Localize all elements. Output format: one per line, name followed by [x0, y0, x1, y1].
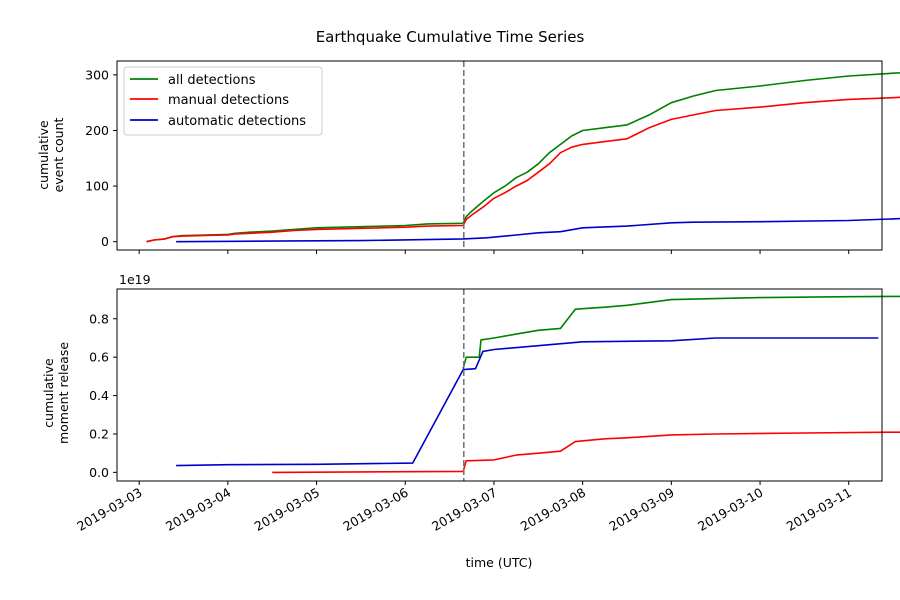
- moment-release-plot-frame: [116, 288, 883, 482]
- series-line-manual-detections-panel-2: [272, 431, 900, 474]
- x-tick-label: 2019-03-07: [429, 485, 499, 534]
- x-tick-label: 2019-03-10: [695, 485, 765, 534]
- moment-release-y-ticks: 0.0 0.2 0.4 0.6 0.8: [89, 311, 117, 480]
- y-tick-label: 0.8: [89, 311, 109, 326]
- moment-release-ylabel-line2: moment release: [56, 342, 71, 444]
- event-count-plot-frame: [116, 60, 883, 251]
- moment-release-multiplier: 1e19: [119, 272, 151, 287]
- event-count-ylabel-line1: cumulative: [36, 120, 51, 190]
- x-axis-label: time (UTC): [466, 555, 533, 570]
- event-count-x-ticks: [138, 250, 850, 254]
- y-tick-label: 200: [85, 123, 109, 138]
- y-tick-label: 0.6: [89, 350, 109, 365]
- event-count-y-ticks: 0 100 200 300: [85, 67, 117, 249]
- chart-title: Earthquake Cumulative Time Series: [316, 28, 585, 46]
- y-tick-label: 0.2: [89, 426, 109, 441]
- series-line-manual-detections-panel-1: [146, 96, 900, 243]
- moment-release-ylabel-line1: cumulative: [41, 358, 56, 428]
- moment-release-series: [176, 295, 900, 474]
- moment-release-panel: 0.0 0.2 0.4 0.6 0.8 1e19 cumulative moment r…: [41, 272, 900, 485]
- y-tick-label: 0.0: [89, 465, 109, 480]
- moment-release-x-ticks: [138, 481, 850, 485]
- x-tick-label: 2019-03-06: [340, 485, 410, 534]
- y-tick-label: 100: [85, 179, 109, 194]
- x-tick-label: 2019-03-11: [784, 485, 854, 534]
- event-count-series: [146, 72, 900, 243]
- x-tick-label: 2019-03-05: [252, 485, 322, 534]
- x-tick-label: 2019-03-04: [163, 485, 233, 534]
- event-count-panel: 0 100 200 300 cumulative event count all de…: [36, 60, 900, 254]
- legend: all detections manual detections automat…: [123, 66, 323, 136]
- legend-label-automatic: automatic detections: [168, 114, 306, 129]
- series-line-all-detections-panel-2: [462, 295, 900, 369]
- y-tick-label: 300: [85, 67, 109, 82]
- event-count-ylabel-line2: event count: [51, 117, 66, 192]
- x-tick-label: 2019-03-03: [74, 485, 144, 534]
- legend-label-manual: manual detections: [168, 93, 289, 108]
- y-tick-label: 0.4: [89, 388, 109, 403]
- legend-label-all: all detections: [168, 73, 256, 88]
- series-line-automatic-detections-panel-1: [176, 217, 900, 243]
- x-tick-label: 2019-03-09: [606, 485, 676, 534]
- x-tick-labels: 2019-03-03 2019-03-04 2019-03-05 2019-03-06…: [74, 485, 854, 534]
- x-tick-label: 2019-03-08: [518, 485, 588, 534]
- y-tick-label: 0: [101, 234, 109, 249]
- legend-box: [123, 66, 323, 136]
- series-line-automatic-detections-panel-2: [176, 337, 879, 467]
